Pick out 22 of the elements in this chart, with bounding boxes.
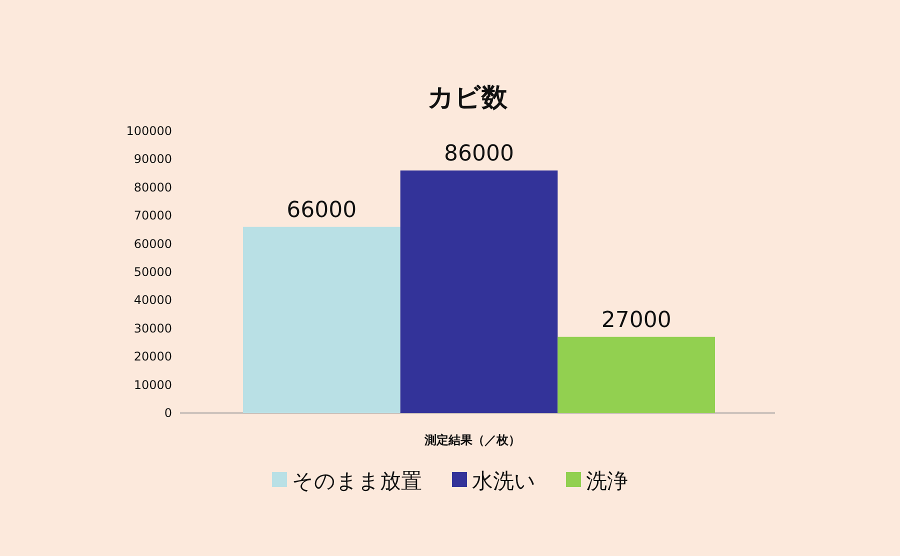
data-label: 27000 [601, 308, 672, 333]
y-tick-label: 70000 [134, 208, 172, 223]
y-tick-label: 0 [164, 406, 172, 420]
y-tick-label: 50000 [134, 265, 172, 279]
x-axis-title: 測定結果（／枚） [424, 433, 520, 447]
y-tick-label: 10000 [134, 378, 172, 392]
bar [558, 336, 715, 413]
y-tick-label: 60000 [134, 236, 172, 251]
y-tick-label: 90000 [134, 152, 172, 166]
y-tick-label: 100000 [126, 124, 172, 138]
legend-label: 水洗い [472, 469, 536, 493]
y-tick-label: 20000 [134, 350, 172, 364]
y-tick-label: 30000 [134, 321, 172, 336]
chart-title: カビ数 [428, 83, 508, 113]
legend-label: そのまま放置 [292, 469, 422, 493]
bar [400, 170, 558, 413]
legend-label: 洗浄 [586, 469, 628, 493]
y-tick-label: 40000 [134, 293, 172, 308]
y-tick-label: 80000 [134, 180, 172, 194]
data-label: 66000 [286, 198, 357, 223]
data-label: 86000 [444, 141, 514, 166]
bar [243, 226, 400, 413]
